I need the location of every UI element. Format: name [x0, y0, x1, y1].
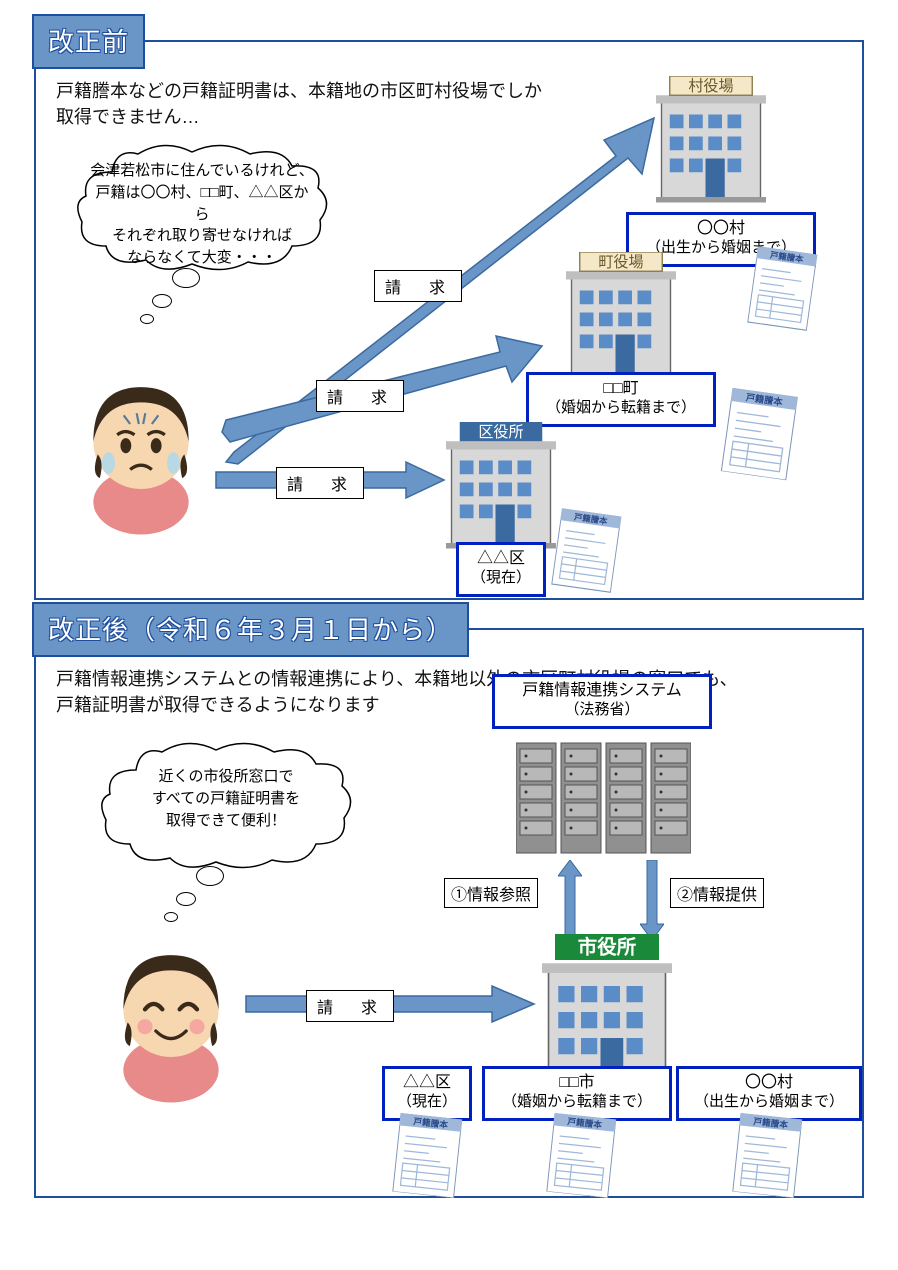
doc-ward-icon [551, 508, 622, 597]
after-city-l2: （婚姻から転籍まで） [495, 1093, 659, 1112]
panel-after: 改正後（令和６年３月１日から） 戸籍情報連携システムとの情報連携により、本籍地以… [34, 628, 864, 1198]
flow-label-1: ①情報参照 [444, 878, 538, 908]
ward-box-l1: △△区 [469, 549, 533, 569]
town-office-icon: 町役場 [566, 252, 676, 384]
system-info-box: 戸籍情報連携システム （法務省） [492, 674, 712, 729]
ward-info-box: △△区 （現在） [456, 542, 546, 597]
flow-label-2: ②情報提供 [670, 878, 764, 908]
doc-village-icon [747, 246, 818, 335]
arrow-info-prov [640, 860, 664, 945]
village-office-icon: 村役場 [656, 76, 766, 208]
after-village-box: 〇〇村 （出生から婚姻まで） [676, 1066, 862, 1121]
thought-before: 会津若松市に住んでいるけれど、 戸籍は〇〇村、□□町、△△区から それぞれ取り寄… [72, 142, 332, 272]
after-ward-l2: （現在） [395, 1093, 459, 1112]
town-box-l2: （婚姻から転籍まで） [539, 399, 703, 418]
desc-before: 戸籍謄本などの戸籍証明書は、本籍地の市区町村役場でしか 取得できません… [56, 78, 542, 130]
svg-text:町役場: 町役場 [598, 254, 643, 271]
person-happy-icon [106, 940, 236, 1108]
svg-text:村役場: 村役場 [688, 78, 733, 95]
town-info-box: □□町 （婚姻から転籍まで） [526, 372, 716, 427]
panel-before: 改正前 戸籍謄本などの戸籍証明書は、本籍地の市区町村役場でしか 取得できません…… [34, 40, 864, 600]
village-box-l1: 〇〇村 [639, 219, 803, 239]
town-box-l1: □□町 [539, 379, 703, 399]
doc-town-icon [720, 388, 798, 486]
person-sad-icon [76, 372, 206, 540]
system-box-l1: 戸籍情報連携システム [505, 681, 699, 701]
req-label-after: 請 求 [306, 990, 394, 1022]
after-city-l1: □□市 [495, 1073, 659, 1093]
svg-text:区役所: 区役所 [478, 424, 523, 441]
system-box-l2: （法務省） [505, 701, 699, 720]
thought-after: 近くの市役所窓口で すべての戸籍証明書を 取得できて便利！ [96, 740, 356, 870]
req-label-town: 請 求 [316, 380, 404, 412]
server-racks-icon [516, 738, 691, 863]
thought-text-before: 会津若松市に住んでいるけれど、 戸籍は〇〇村、□□町、△△区から それぞれ取り寄… [72, 160, 332, 269]
after-city-box: □□市 （婚姻から転籍まで） [482, 1066, 672, 1121]
svg-text:市役所: 市役所 [578, 936, 637, 959]
after-village-l1: 〇〇村 [689, 1073, 849, 1093]
ward-office-icon: 区役所 [446, 422, 556, 554]
arrow-info-ref [558, 860, 582, 945]
doc-after-1-icon [392, 1113, 462, 1203]
ward-box-l2: （現在） [469, 569, 533, 588]
req-label-ward: 請 求 [276, 467, 364, 499]
after-village-l2: （出生から婚姻まで） [689, 1093, 849, 1112]
doc-after-2-icon [546, 1113, 616, 1203]
doc-after-3-icon [732, 1113, 802, 1203]
req-label-village: 請 求 [374, 270, 462, 302]
after-ward-box: △△区 （現在） [382, 1066, 472, 1121]
title-before: 改正前 [32, 14, 145, 69]
title-after: 改正後（令和６年３月１日から） [32, 602, 469, 657]
thought-text-after: 近くの市役所窓口で すべての戸籍証明書を 取得できて便利！ [96, 766, 356, 831]
after-ward-l1: △△区 [395, 1073, 459, 1093]
